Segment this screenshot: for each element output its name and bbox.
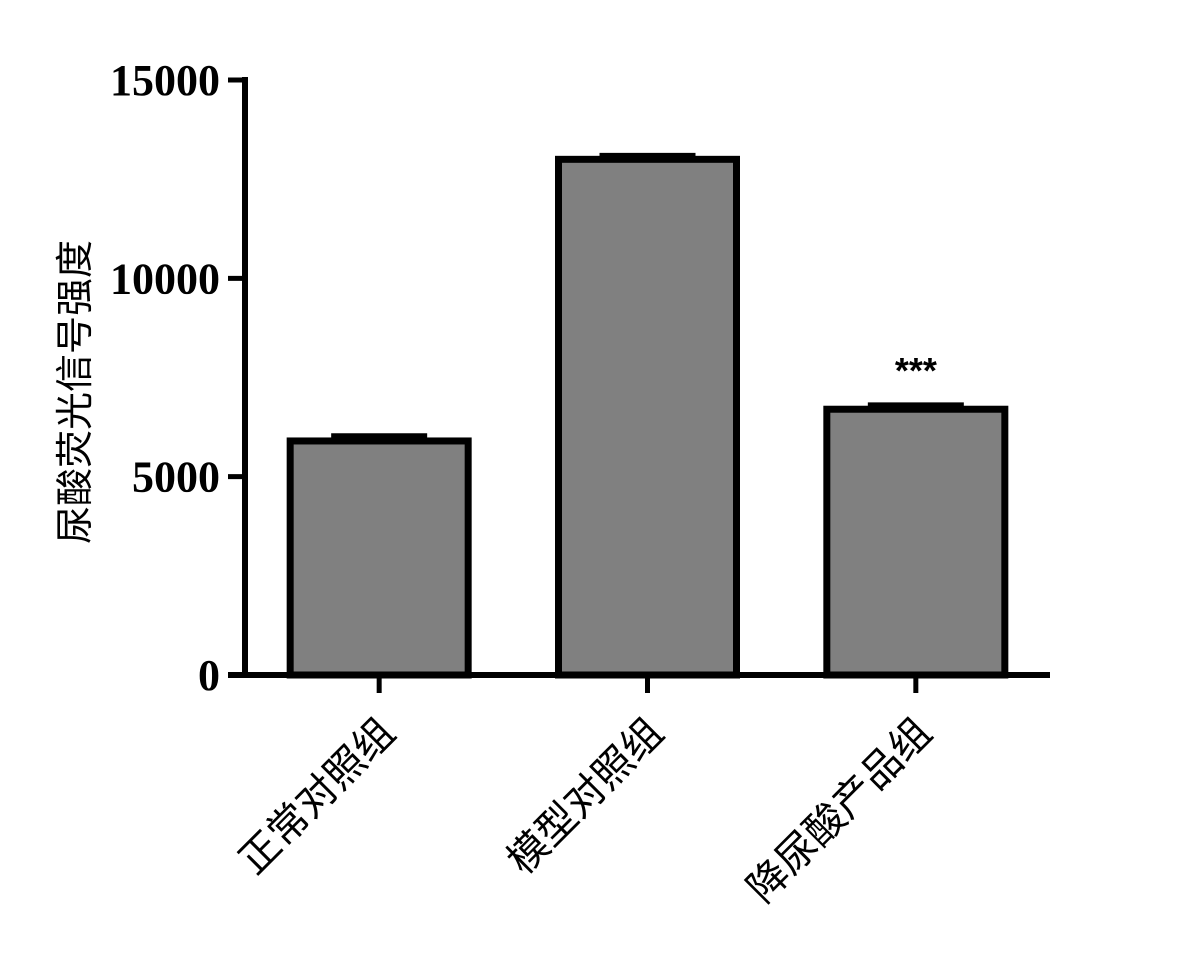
x-tick-label: 降尿酸产品组 bbox=[739, 710, 941, 912]
error-bars-layer bbox=[331, 152, 964, 441]
y-tick-label: 10000 bbox=[110, 254, 220, 303]
axes-layer bbox=[228, 77, 1050, 678]
bar bbox=[555, 155, 740, 679]
y-tick-label: 15000 bbox=[110, 56, 220, 105]
bars-layer bbox=[286, 155, 1009, 679]
y-tick-label: 5000 bbox=[132, 453, 220, 502]
x-tick-label: 正常对照组 bbox=[230, 710, 404, 884]
bar bbox=[823, 405, 1009, 679]
bar bbox=[286, 437, 472, 679]
x-tick-label: 模型对照组 bbox=[499, 710, 673, 884]
y-tick-label: 0 bbox=[198, 651, 220, 700]
y-ticks-layer: 0 5000 10000 15000 bbox=[110, 56, 245, 700]
annotations-layer: *** bbox=[895, 350, 937, 391]
x-ticks-layer: 正常对照组 模型对照组 降尿酸产品组 bbox=[230, 675, 941, 912]
significance-annotation: *** bbox=[895, 350, 937, 391]
y-axis-label: 尿酸荧光信号强度 bbox=[53, 240, 97, 544]
